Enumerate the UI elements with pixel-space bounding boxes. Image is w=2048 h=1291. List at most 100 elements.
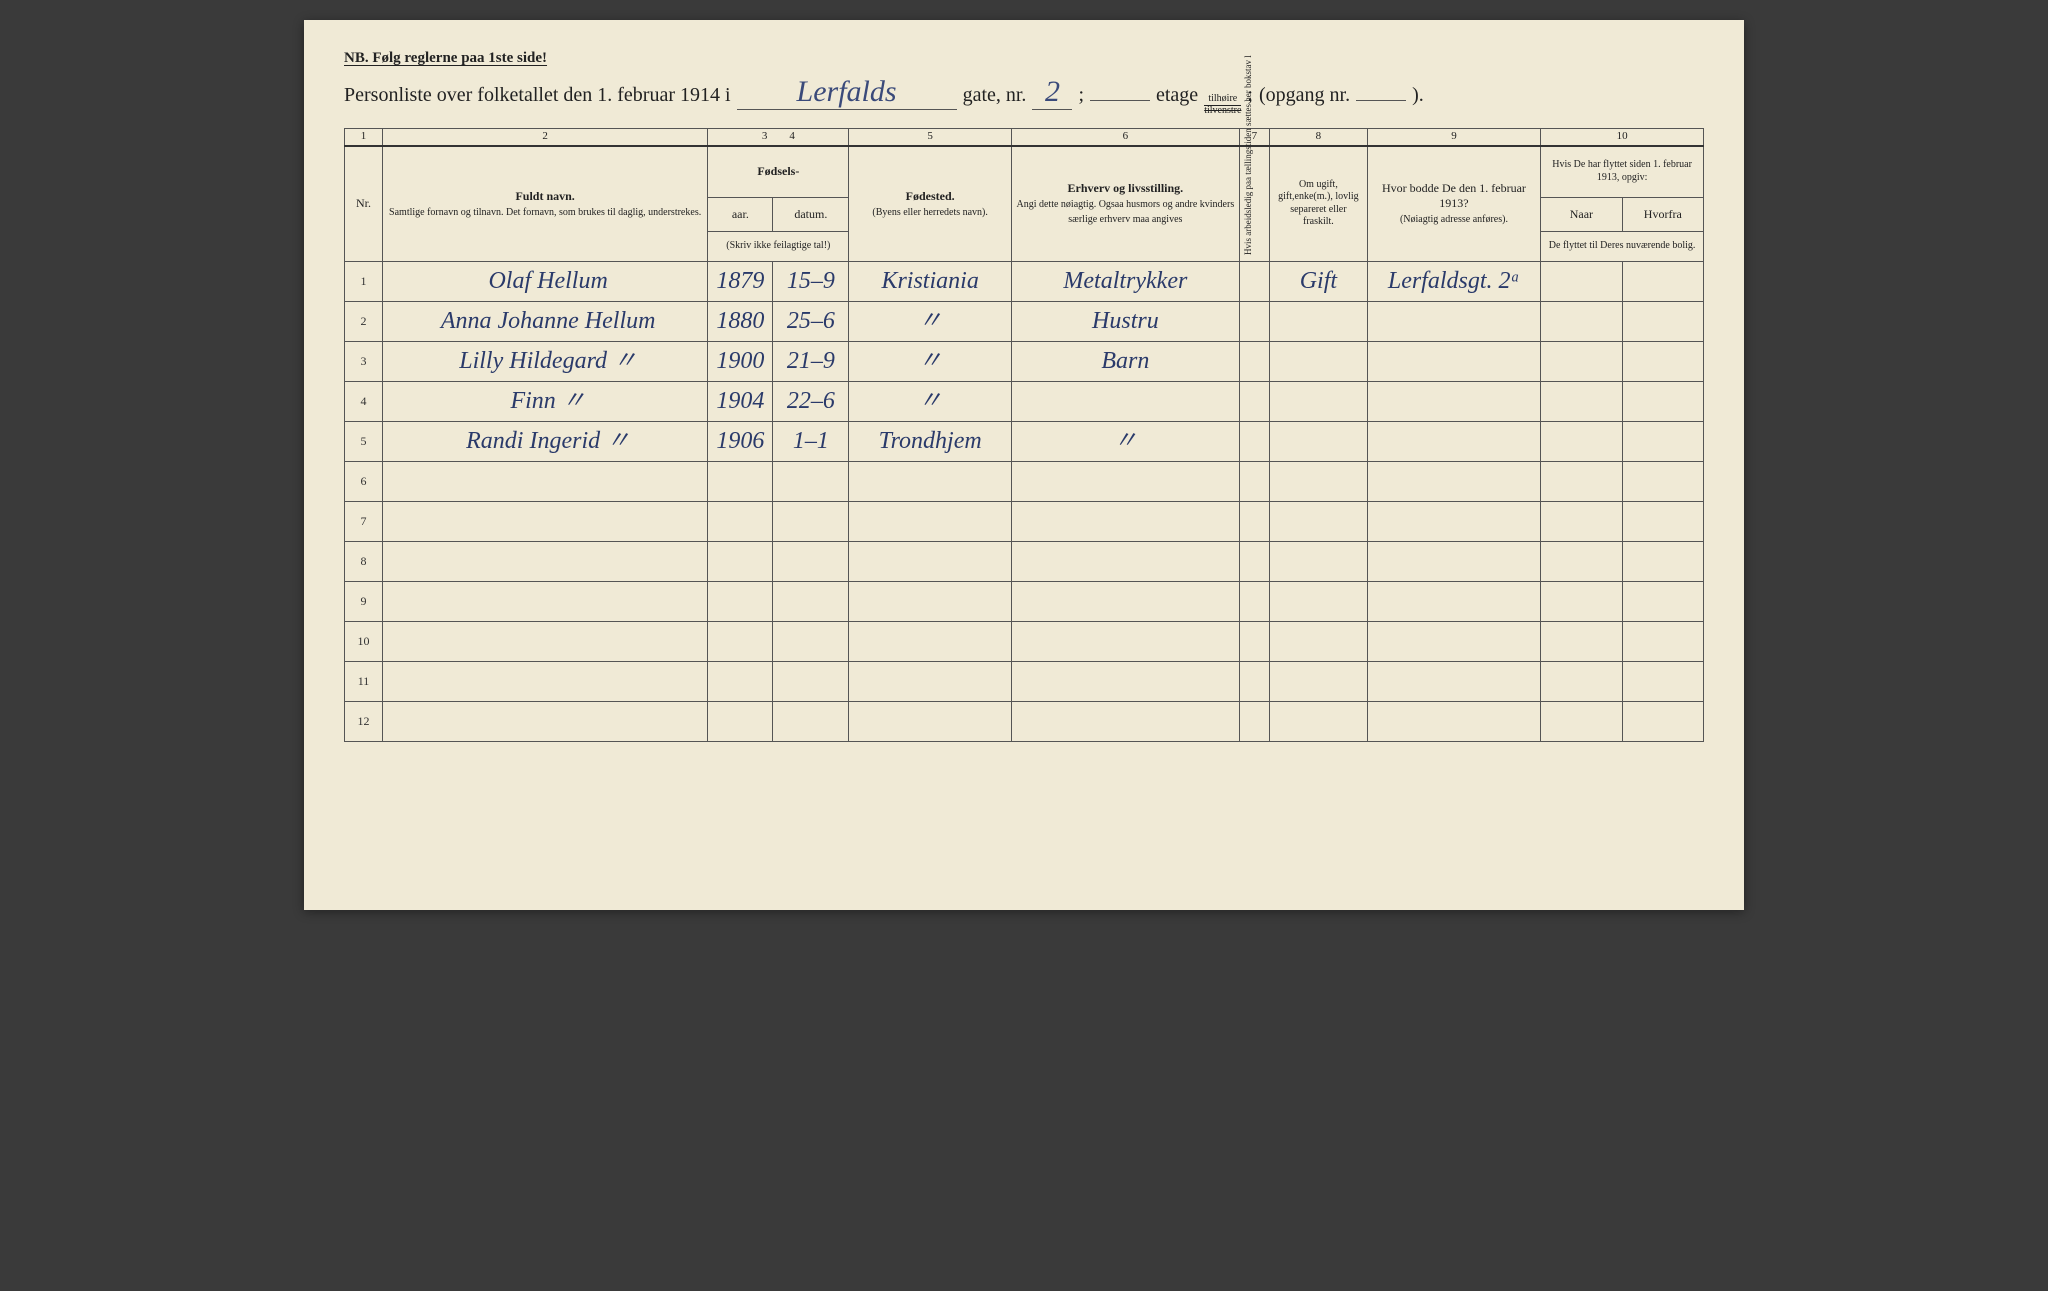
cell-place [849, 621, 1012, 661]
cell-nr: 12 [345, 701, 383, 741]
opgang-nr-hand [1356, 100, 1406, 101]
cell-unemployed [1239, 381, 1269, 421]
cell-moved-from [1622, 701, 1703, 741]
header-name-sub: Samtlige fornavn og tilnavn. Det fornavn… [389, 207, 701, 218]
cell-year [708, 661, 773, 701]
cell-marital [1270, 541, 1368, 581]
cell-unemployed [1239, 301, 1269, 341]
cell-nr: 2 [345, 301, 383, 341]
cell-date [773, 661, 849, 701]
street-name-hand: Lerfalds [737, 75, 957, 110]
cell-date: 22–6 [773, 381, 849, 421]
cell-date [773, 621, 849, 661]
cell-prev-address [1367, 341, 1541, 381]
nb-header: NB. Følg reglerne paa 1ste side! [344, 50, 1704, 67]
cell-year: 1879 [708, 261, 773, 301]
cell-nr: 4 [345, 381, 383, 421]
table-row: 9 [345, 581, 1704, 621]
table-row: 12 [345, 701, 1704, 741]
cell-occupation: Hustru [1011, 301, 1239, 341]
cell-prev-address: Lerfaldsgt. 2ᵃ [1367, 261, 1541, 301]
cell-name [382, 581, 707, 621]
cell-moved-when [1541, 461, 1622, 501]
table-row: 10 [345, 621, 1704, 661]
cell-occupation [1011, 461, 1239, 501]
cell-nr: 8 [345, 541, 383, 581]
cell-name: Anna Johanne Hellum [382, 301, 707, 341]
etage-blank [1090, 100, 1150, 101]
cell-moved-when [1541, 621, 1622, 661]
header-unemployed: Hvis arbeidsledig paa tællingstiden sætt… [1239, 146, 1269, 262]
cell-year [708, 501, 773, 541]
header-prev-title: Hvor bodde De den 1. februar 1913? [1382, 181, 1526, 210]
cell-name: Olaf Hellum [382, 261, 707, 301]
colnum-6: 6 [1011, 129, 1239, 146]
cell-name: Finn 〃 [382, 381, 707, 421]
header-birth-date: datum. [773, 198, 849, 232]
cell-year [708, 541, 773, 581]
cell-year [708, 461, 773, 501]
cell-moved-when [1541, 581, 1622, 621]
cell-date [773, 541, 849, 581]
cell-moved-from [1622, 581, 1703, 621]
cell-occupation [1011, 581, 1239, 621]
colnum-34: 3 4 [708, 129, 849, 146]
cell-date [773, 461, 849, 501]
cell-moved-when [1541, 701, 1622, 741]
cell-unemployed [1239, 661, 1269, 701]
etage-fraction: tilhøire tilvenstre [1204, 94, 1241, 116]
table-row: 1Olaf Hellum187915–9KristianiaMetaltrykk… [345, 261, 1704, 301]
cell-moved-when [1541, 501, 1622, 541]
cell-marital [1270, 381, 1368, 421]
cell-marital [1270, 581, 1368, 621]
cell-year: 1880 [708, 301, 773, 341]
cell-year: 1904 [708, 381, 773, 421]
header-occ-title: Erhverv og livsstilling. [1068, 181, 1184, 195]
cell-place: 〃 [849, 301, 1012, 341]
column-number-row: 1 2 3 4 5 6 7 8 9 10 [345, 129, 1704, 146]
cell-place: 〃 [849, 341, 1012, 381]
header-birth-title: Fødsels- [708, 146, 849, 198]
cell-prev-address [1367, 581, 1541, 621]
cell-nr: 7 [345, 501, 383, 541]
gate-nr-hand: 2 [1032, 75, 1072, 110]
header-birthplace-title: Fødested. [906, 189, 955, 203]
cell-prev-address [1367, 501, 1541, 541]
cell-place [849, 581, 1012, 621]
cell-prev-address [1367, 301, 1541, 341]
table-row: 8 [345, 541, 1704, 581]
cell-date: 25–6 [773, 301, 849, 341]
cell-unemployed [1239, 461, 1269, 501]
cell-prev-address [1367, 621, 1541, 661]
colnum-2: 2 [382, 129, 707, 146]
cell-moved-when [1541, 421, 1622, 461]
cell-name [382, 661, 707, 701]
cell-nr: 3 [345, 341, 383, 381]
census-table: 1 2 3 4 5 6 7 8 9 10 Nr. Fuldt navn. Sam… [344, 128, 1704, 742]
gate-label: gate, nr. [963, 84, 1027, 107]
header-birth-note: (Skriv ikke feilagtige tal!) [708, 232, 849, 262]
header-marital: Om ugift, gift,enke(m.), lovlig separere… [1270, 146, 1368, 262]
cell-place [849, 461, 1012, 501]
cell-prev-address [1367, 381, 1541, 421]
close-paren: ). [1412, 84, 1424, 107]
header-moved-from: Hvorfra [1622, 198, 1703, 232]
cell-name [382, 461, 707, 501]
cell-unemployed [1239, 501, 1269, 541]
cell-moved-from [1622, 661, 1703, 701]
cell-marital [1270, 661, 1368, 701]
header-occupation: Erhverv og livsstilling. Angi dette nøia… [1011, 146, 1239, 262]
cell-occupation: 〃 [1011, 421, 1239, 461]
census-tbody: 1Olaf Hellum187915–9KristianiaMetaltrykk… [345, 261, 1704, 741]
cell-occupation [1011, 381, 1239, 421]
cell-nr: 9 [345, 581, 383, 621]
table-row: 4Finn 〃190422–6〃 [345, 381, 1704, 421]
title-line: Personliste over folketallet den 1. febr… [344, 75, 1704, 116]
table-row: 3Lilly Hildegard 〃190021–9〃Barn [345, 341, 1704, 381]
cell-occupation [1011, 701, 1239, 741]
cell-marital [1270, 701, 1368, 741]
cell-name [382, 621, 707, 661]
colnum-8: 8 [1270, 129, 1368, 146]
cell-unemployed [1239, 421, 1269, 461]
cell-date [773, 581, 849, 621]
